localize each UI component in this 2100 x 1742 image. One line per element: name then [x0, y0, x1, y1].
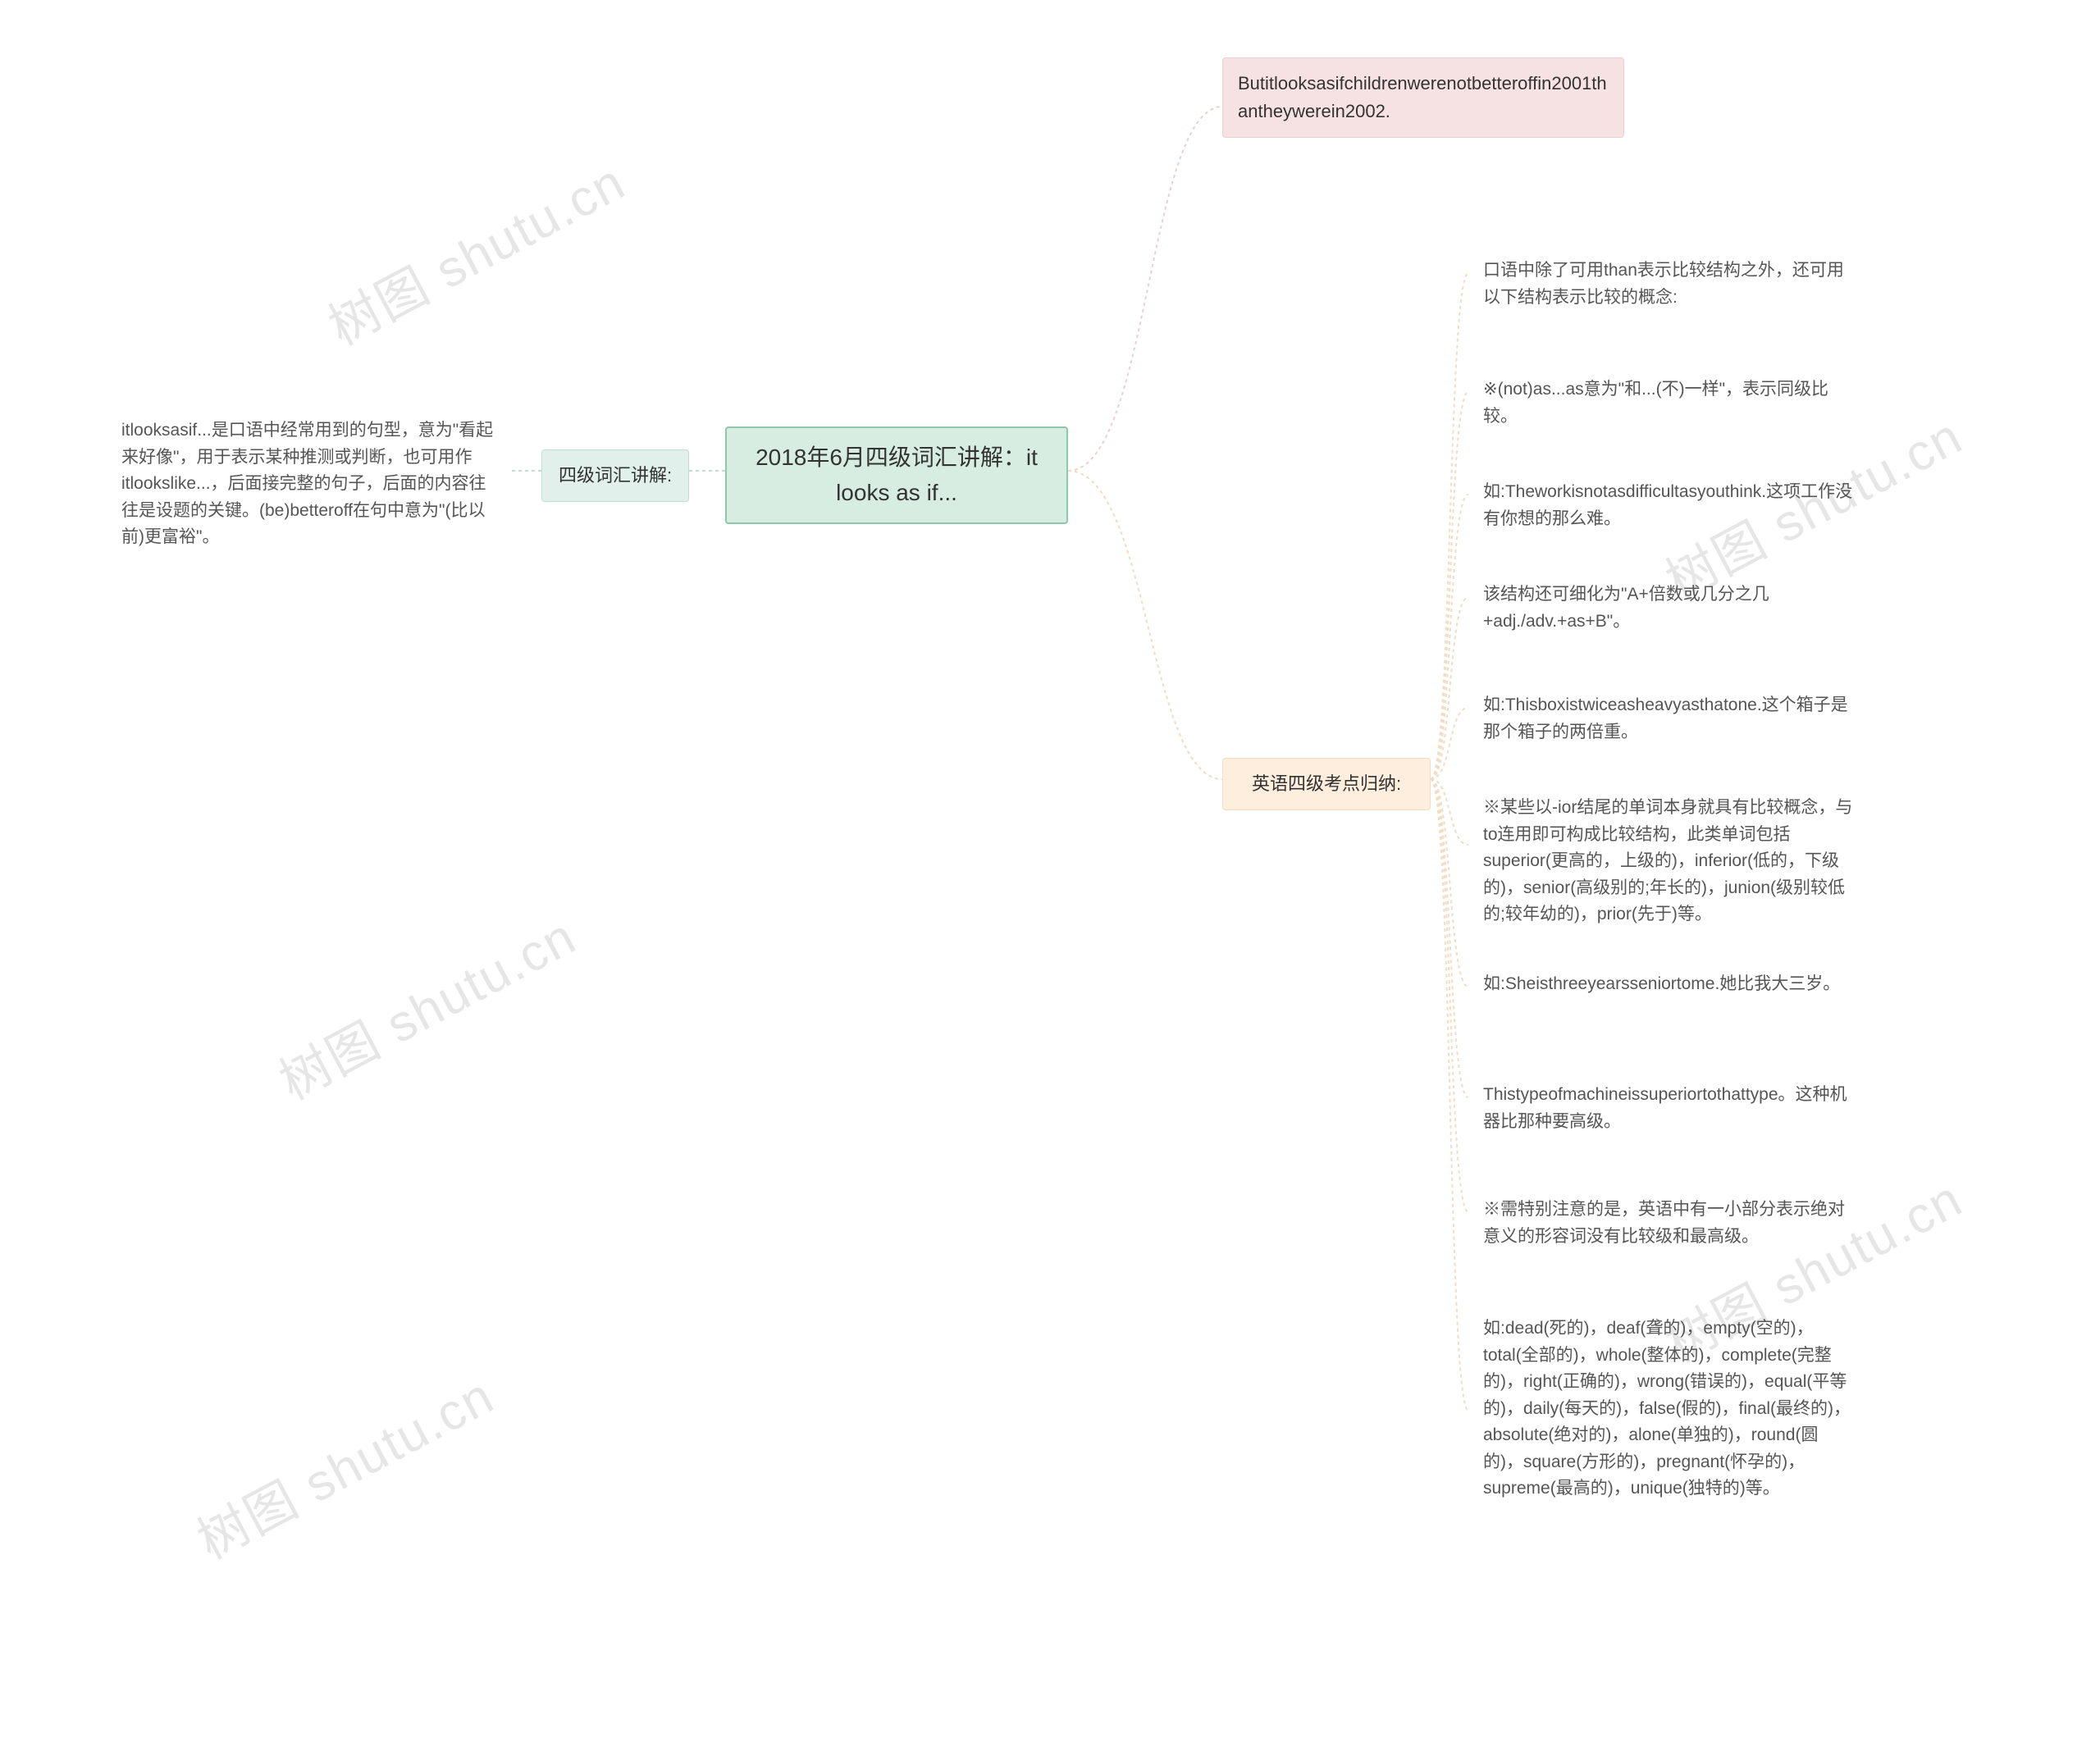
leaf-node: 如:Thisboxistwiceasheavyasthatone.这个箱子是那个…: [1468, 681, 1870, 757]
leaf-node: 该结构还可细化为"A+倍数或几分之几+adj./adv.+as+B"。: [1468, 570, 1870, 646]
leaf-node: 口语中除了可用than表示比较结构之外，还可用以下结构表示比较的概念:: [1468, 246, 1870, 322]
right-branch-label: 英语四级考点归纳:: [1222, 758, 1431, 810]
watermark: 树图 shutu.cn: [313, 141, 636, 359]
watermark: 树图 shutu.cn: [264, 896, 587, 1114]
leaf-node: Thistypeofmachineissuperiortothattype。这种…: [1468, 1070, 1870, 1147]
watermark: 树图 shutu.cn: [182, 1355, 504, 1573]
leaf-node: 如:Sheisthreeyearsseniortome.她比我大三岁。: [1468, 960, 1870, 1010]
leaf-node: ※某些以-ior结尾的单词本身就具有比较概念，与to连用即可构成比较结构，此类单…: [1468, 783, 1870, 940]
right-top-node: Butitlooksasifchildrenwerenotbetteroffin…: [1222, 57, 1624, 138]
leaf-node: ※(not)as...as意为"和...(不)一样"，表示同级比较。: [1468, 365, 1870, 441]
left-branch-label: 四级词汇讲解:: [541, 449, 689, 502]
leaf-node: ※需特别注意的是，英语中有一小部分表示绝对意义的形容词没有比较级和最高级。: [1468, 1185, 1870, 1261]
leaf-node: 如:Theworkisnotasdifficultasyouthink.这项工作…: [1468, 467, 1870, 544]
left-branch-note: itlooksasif...是口语中经常用到的句型，意为"看起来好像"，用于表示…: [107, 406, 512, 563]
root-node: 2018年6月四级词汇讲解：it looks as if...: [725, 426, 1068, 524]
leaf-node: 如:dead(死的)，deaf(聋的)，empty(空的)，total(全部的)…: [1468, 1304, 1870, 1514]
